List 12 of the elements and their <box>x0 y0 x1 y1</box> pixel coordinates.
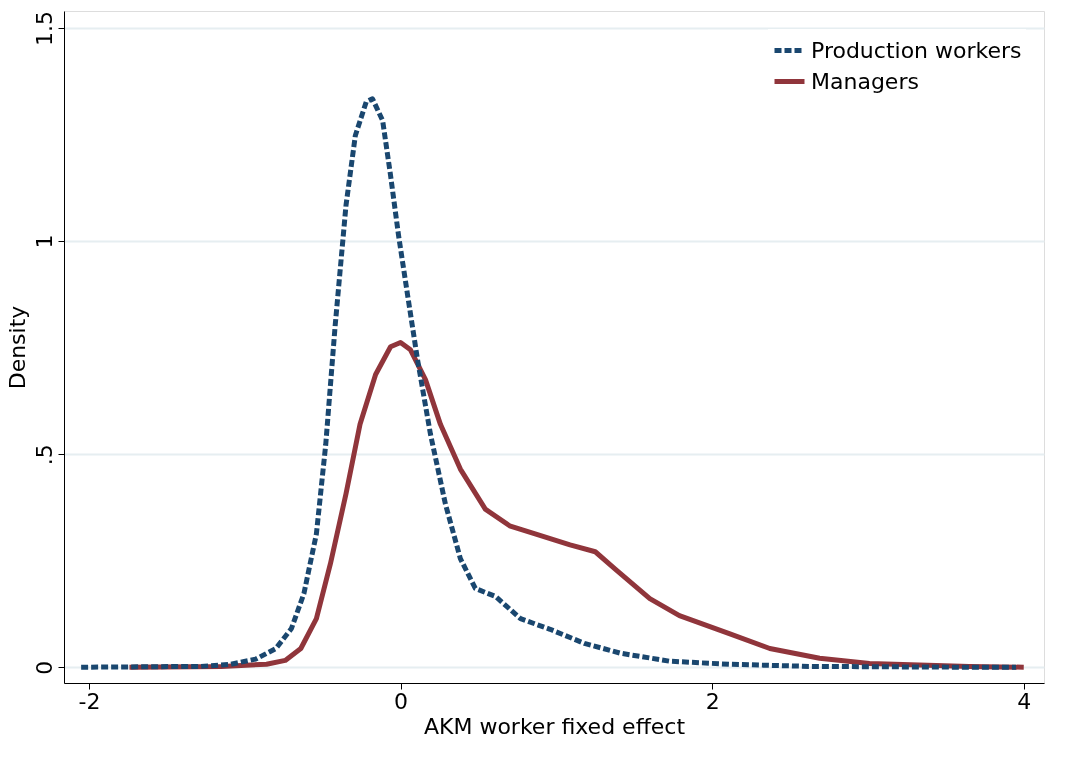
y-tick-label: 1 <box>31 234 57 249</box>
legend-label: Managers <box>811 68 919 94</box>
y-axis-title: Density <box>4 305 30 390</box>
x-tick-label: 4 <box>1017 688 1032 714</box>
y-tick-label: 1.5 <box>31 11 57 47</box>
x-tick-label: -2 <box>78 688 101 714</box>
y-tick-label: 0 <box>31 660 57 675</box>
legend-label: Production workers <box>811 37 1022 63</box>
x-tick-label: 0 <box>394 688 409 714</box>
x-tick-label: 2 <box>705 688 720 714</box>
y-tick-label: .5 <box>31 444 57 466</box>
x-axis-title: AKM worker fixed effect <box>423 713 686 739</box>
